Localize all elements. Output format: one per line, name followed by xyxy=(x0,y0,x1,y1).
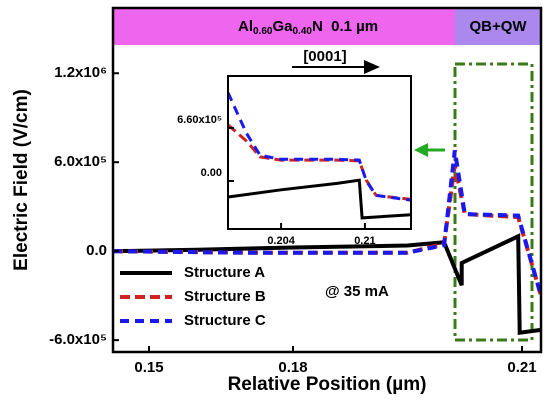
condition-label: @ 35 mA xyxy=(325,283,389,300)
plot-frame xyxy=(111,6,543,354)
series-line xyxy=(228,123,411,201)
direction-label: [0001] xyxy=(303,48,346,65)
qw-label: QB+QW xyxy=(469,18,527,35)
y-tick-label: 0.00 xyxy=(201,167,222,179)
x-tick-label: 0.21 xyxy=(507,359,536,376)
x-tick-label: 0.204 xyxy=(267,235,295,247)
plot-frame xyxy=(227,75,412,230)
direction-arrowhead xyxy=(364,60,380,74)
x-tick-label: 0.18 xyxy=(278,359,307,376)
y-tick-label: 0.0 xyxy=(86,242,107,259)
series-line xyxy=(113,149,541,297)
zoom-box xyxy=(453,62,534,342)
qw-band xyxy=(455,8,541,45)
series-line xyxy=(113,233,541,335)
series-line xyxy=(113,164,541,297)
zoom-arrowhead xyxy=(414,143,428,157)
y-tick-label: -6.0x10⁵ xyxy=(49,331,107,348)
y-axis-label: Electric Field (V/cm) xyxy=(11,89,32,271)
y-tick-label: 6.60x10⁵ xyxy=(177,114,222,126)
legend-label: Structure A xyxy=(184,264,265,281)
band-label: Al0.60Ga0.40N 0.1 µm xyxy=(238,18,378,37)
legend-label: Structure C xyxy=(184,312,266,329)
series-line xyxy=(228,91,411,202)
x-tick-label: 0.21 xyxy=(354,235,375,247)
layer-band xyxy=(113,8,455,45)
y-tick-label: 1.2x10⁶ xyxy=(54,64,107,81)
x-axis-label: Relative Position (µm) xyxy=(228,374,427,395)
x-tick-label: 0.15 xyxy=(134,359,163,376)
series-line xyxy=(228,178,411,220)
legend-label: Structure B xyxy=(184,288,266,305)
y-tick-label: 6.0x10⁵ xyxy=(54,153,107,170)
